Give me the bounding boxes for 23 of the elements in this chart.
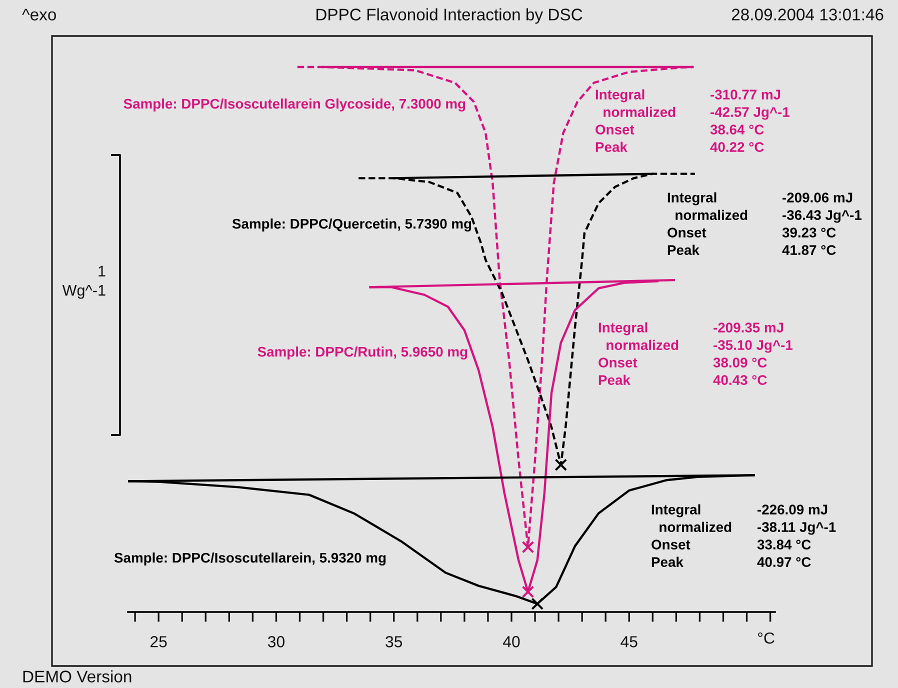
text: -209.06 mJ -36.43 Jg^-1 39.23 °C 41.87 °C: [782, 192, 862, 255]
x-tick-label: 40: [502, 636, 520, 648]
annotation: Integral normalized Onset Peak: [652, 504, 732, 567]
series-label: Sample: DPPC/Rutin, 5.9650 mg: [258, 346, 468, 360]
x-tick-label: 25: [150, 636, 167, 648]
series-label: Sample: DPPC/Quercetin, 5.7390 mg: [232, 218, 472, 232]
x-axis-title: °C: [758, 632, 774, 644]
text: DEMO Version: [23, 670, 132, 682]
annotation: Integral normalized Onset Peak: [668, 192, 748, 255]
x-tick-label: 35: [386, 636, 402, 648]
series-label: Sample: DPPC/Isoscutellarein Glycoside, 7.3000 mg: [124, 98, 466, 112]
text: 1 Wg^-1: [62, 266, 106, 299]
series-label: Sample: DPPC/Isoscutellarein, 5.9320 mg: [114, 552, 386, 566]
text: ^exo: [22, 8, 56, 20]
annotation: -209.35 mJ -35.10 Jg^-1 38.09 °C 40.43 °C: [713, 322, 793, 385]
chart-title: DPPC Flavonoid Interaction by DSC: [316, 8, 582, 24]
annotation: -226.09 mJ -38.11 Jg^-1 33.84 °C 40.97 °C: [757, 504, 836, 567]
annotation: Integral normalized Onset Peak: [596, 89, 676, 152]
x-tick-label: 45: [620, 636, 638, 648]
x-tick-label: 30: [268, 636, 284, 648]
text: 28.09.2004 13:01:46: [732, 8, 884, 20]
annotation: -310.77 mJ -42.57 Jg^-1 38.64 °C 40.22 °C: [710, 90, 790, 152]
annotation: Integral normalized Onset Peak: [598, 322, 678, 385]
